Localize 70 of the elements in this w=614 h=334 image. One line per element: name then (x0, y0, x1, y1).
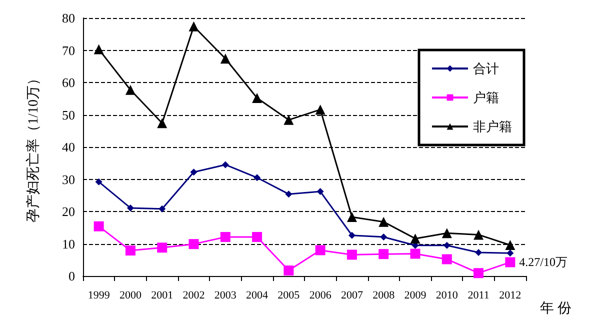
point (315, 104, 326, 115)
legend-label: 户籍 (473, 90, 499, 105)
point (346, 250, 357, 260)
x-tick-label: 1999 (88, 290, 110, 302)
point (346, 212, 357, 222)
y-tick-label: 0 (68, 268, 75, 284)
point (157, 118, 168, 128)
legend-label: 非户籍 (473, 119, 512, 134)
point (284, 114, 294, 125)
point (284, 266, 294, 276)
point (188, 239, 199, 250)
point (442, 228, 452, 238)
x-tick-label: 2004 (246, 290, 269, 302)
point (316, 188, 324, 196)
x-tick-label: 2010 (436, 290, 458, 302)
point (315, 245, 326, 256)
point (442, 254, 452, 264)
point (95, 178, 102, 186)
y-tick-label: 10 (62, 236, 75, 252)
x-tick-label: 2000 (119, 290, 142, 302)
point (220, 54, 230, 64)
x-tick-label: 2003 (214, 290, 237, 302)
point (378, 216, 389, 227)
point (252, 92, 262, 103)
y-tick-label: 30 (62, 172, 75, 187)
point (254, 174, 261, 182)
y-tick-label: 20 (62, 204, 75, 219)
legend-label: 合计 (473, 61, 499, 76)
annotation: 4.27/10万 (519, 255, 568, 270)
x-tick-label: 2006 (309, 290, 332, 302)
y-tick-label: 40 (62, 140, 75, 154)
point (157, 242, 168, 253)
y-tick-label: 70 (62, 42, 75, 58)
y-tick-label: 50 (62, 107, 75, 122)
point (94, 44, 104, 54)
point (188, 21, 199, 32)
point (222, 161, 229, 168)
point (505, 240, 516, 250)
x-tick-label: 2009 (404, 290, 427, 302)
x-tick-label: 2005 (278, 290, 300, 302)
y-tick-label: 80 (62, 10, 75, 26)
point (348, 232, 356, 239)
point (474, 230, 484, 240)
point (443, 242, 450, 249)
point (410, 234, 420, 244)
point (410, 248, 420, 259)
point (125, 84, 136, 95)
x-tick-label: 2001 (151, 290, 174, 302)
point (475, 248, 482, 256)
point (505, 257, 516, 268)
point (190, 168, 198, 176)
point (94, 221, 104, 232)
point (285, 190, 292, 198)
point (220, 232, 230, 242)
x-tick-label: 2008 (372, 290, 396, 302)
x-axis-title: 年 份 (540, 300, 572, 316)
point (380, 233, 388, 240)
x-tick-label: 2007 (340, 290, 364, 302)
point (474, 268, 484, 278)
point (125, 246, 136, 256)
x-tick-label: 2002 (182, 290, 205, 302)
point (158, 205, 166, 212)
point (252, 232, 262, 242)
x-tick-label: 2011 (468, 290, 490, 302)
y-tick-label: 60 (62, 75, 75, 90)
point (506, 250, 514, 257)
y-axis-title: 孕产妇死亡率（1/10万） (26, 72, 42, 222)
point (126, 204, 134, 212)
point (378, 249, 389, 260)
x-tick-label: 2012 (499, 290, 522, 302)
